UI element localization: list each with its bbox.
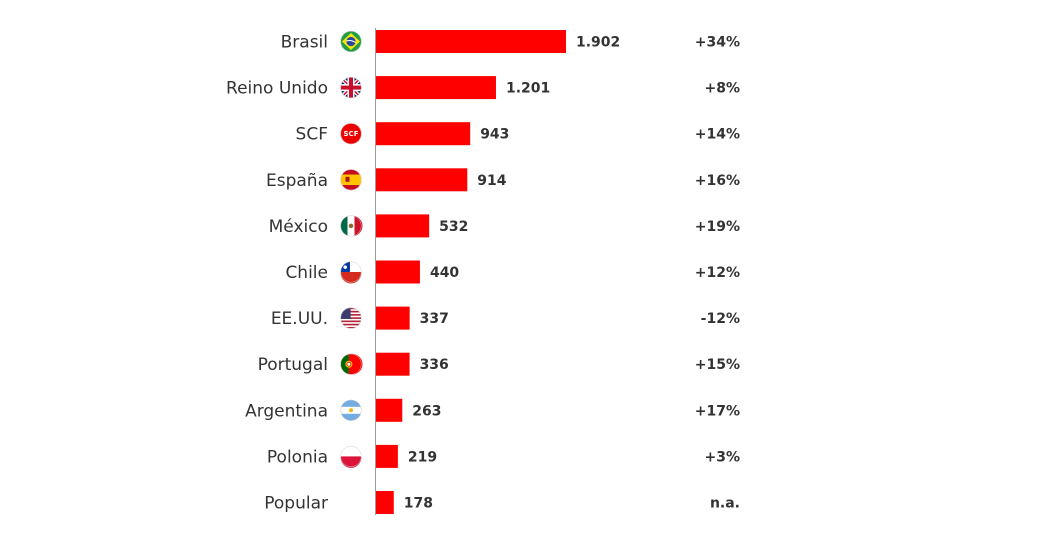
bar (376, 352, 410, 376)
category-label: Brasil (281, 33, 328, 53)
chile-flag-icon (340, 261, 362, 284)
category-label: Popular (264, 494, 328, 514)
change-label: +19% (695, 219, 740, 235)
scf-logo-text: SCF (344, 130, 359, 138)
mexico-flag-icon (340, 215, 363, 237)
value-label: 1.902 (576, 35, 620, 51)
bar (376, 168, 468, 192)
category-label: Portugal (258, 355, 328, 375)
value-label: 178 (404, 496, 433, 512)
bar (376, 260, 420, 284)
change-label: +12% (695, 265, 740, 281)
bar (376, 444, 398, 468)
category-label: EE.UU. (271, 309, 328, 329)
change-label: +17% (695, 403, 740, 419)
value-label: 219 (408, 449, 437, 465)
change-label: +3% (705, 449, 741, 465)
bar (376, 30, 566, 53)
change-label: +16% (695, 173, 740, 189)
spain-flag-icon (340, 169, 362, 191)
uk-flag-icon (340, 77, 362, 99)
value-label: 914 (477, 173, 506, 189)
value-label: 337 (420, 311, 449, 327)
change-label: +8% (705, 81, 741, 97)
change-label: +14% (695, 127, 740, 143)
bar (376, 122, 471, 146)
value-label: 440 (430, 265, 459, 281)
bar (376, 306, 410, 330)
category-label: Reino Unido (226, 79, 328, 99)
scf-logo-icon: SCF (340, 123, 362, 145)
bar (376, 214, 430, 238)
value-label: 943 (480, 127, 509, 143)
argentina-flag-icon (340, 399, 362, 421)
change-label: +34% (695, 35, 740, 51)
brazil-flag-icon (340, 31, 362, 52)
value-label: 263 (412, 403, 441, 419)
portugal-flag-icon (340, 353, 363, 375)
poland-flag-icon (340, 445, 362, 468)
category-label: Chile (285, 263, 328, 283)
change-label: n.a. (710, 496, 740, 512)
value-label: 1.201 (506, 81, 550, 97)
category-label: Argentina (245, 401, 328, 421)
category-label: México (269, 217, 328, 237)
change-label: +15% (695, 357, 740, 373)
category-label: Polonia (267, 447, 328, 467)
category-label: SCF (296, 125, 328, 145)
bar (376, 398, 403, 422)
category-label: España (266, 171, 328, 191)
value-label: 532 (439, 219, 468, 235)
bar (376, 76, 496, 100)
usa-flag-icon (340, 307, 362, 329)
change-label: -12% (701, 311, 740, 327)
bar (376, 491, 394, 514)
value-label: 336 (420, 357, 449, 373)
